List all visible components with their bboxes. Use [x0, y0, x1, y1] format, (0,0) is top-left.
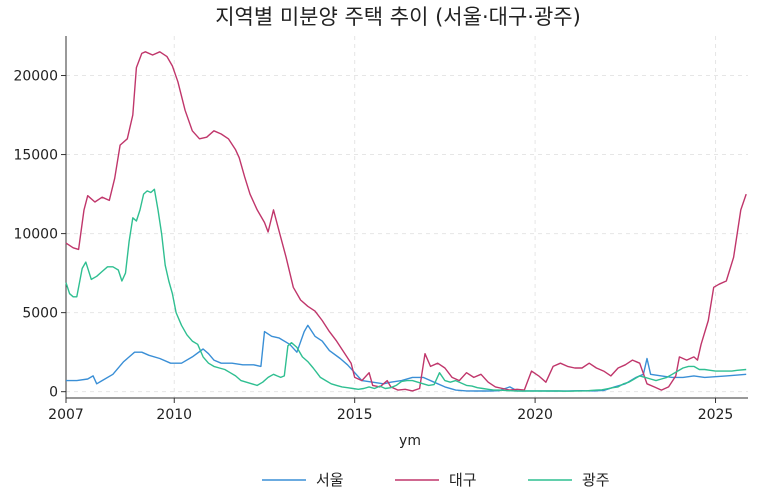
y-tick-label: 10000 — [13, 227, 58, 243]
legend: 서울 대구 광주 — [262, 471, 610, 489]
x-axis-label: ym — [399, 433, 421, 449]
y-tick-label: 20000 — [13, 69, 58, 85]
axes: 0 5000 10000 15000 20000 2007 2010 2015 2020 2025 — [13, 36, 748, 423]
x-tick-label: 2007 — [48, 407, 84, 423]
series-line-1 — [65, 51, 747, 392]
y-tick-label: 15000 — [13, 148, 58, 164]
legend-label-0: 서울 — [316, 471, 344, 489]
x-tick-label: 2015 — [337, 407, 373, 423]
legend-label-1: 대구 — [449, 471, 477, 489]
x-tick-label: 2025 — [698, 407, 734, 423]
x-tick-label: 2020 — [517, 407, 553, 423]
chart-title: 지역별 미분양 주택 추이 (서울·대구·광주) — [215, 5, 581, 29]
y-tick-label: 5000 — [22, 306, 58, 322]
series-layer — [65, 51, 747, 392]
y-tick-label: 0 — [49, 385, 58, 401]
x-tick-label: 2010 — [156, 407, 192, 423]
series-line-2 — [65, 188, 747, 392]
legend-label-2: 광주 — [582, 471, 610, 489]
grid — [65, 36, 748, 398]
